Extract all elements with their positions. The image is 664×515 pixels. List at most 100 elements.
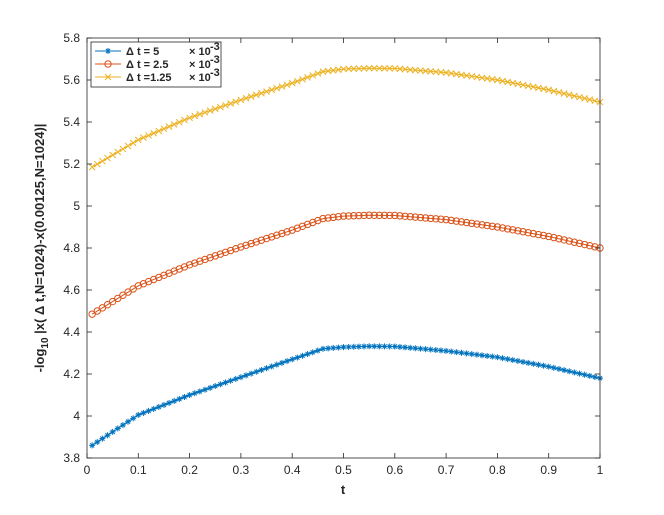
y-tick-label: 4.6 (63, 283, 80, 297)
series-marker (211, 252, 219, 260)
series-layer (88, 64, 604, 449)
series-marker (494, 76, 501, 84)
series-marker (181, 116, 188, 124)
series-marker (580, 240, 589, 249)
series-3 (88, 64, 604, 171)
series-marker (457, 218, 466, 226)
series-marker (416, 213, 425, 222)
series-marker (145, 132, 152, 139)
series-marker (442, 215, 450, 224)
series-marker (365, 64, 373, 72)
series-marker (498, 224, 507, 232)
series-marker (380, 211, 389, 220)
y-axis-label-prefix: -log (32, 349, 47, 373)
series-marker (119, 145, 127, 153)
series-marker (350, 65, 358, 73)
series-marker (135, 411, 142, 418)
x-tick-label: 0.6 (386, 463, 403, 477)
series-marker (278, 359, 285, 366)
series-marker (591, 243, 599, 251)
series-marker (375, 211, 384, 220)
series-marker (565, 237, 573, 245)
x-tick-label: 0 (84, 463, 91, 477)
series-marker (314, 216, 322, 225)
series-marker (247, 239, 255, 248)
series-marker (201, 109, 209, 116)
series-marker (139, 280, 148, 288)
series-marker (560, 236, 568, 244)
series-marker (196, 388, 203, 395)
series-marker (560, 90, 568, 97)
series-marker (539, 231, 548, 240)
series-marker (175, 118, 183, 126)
series-marker (509, 79, 517, 87)
x-tick-label: 0.1 (130, 463, 147, 477)
series-marker (293, 77, 301, 85)
series-marker (591, 97, 599, 105)
series-marker (509, 357, 516, 364)
series-marker (381, 65, 388, 72)
series-marker (479, 352, 486, 359)
series-marker (494, 354, 501, 361)
series-marker (550, 87, 558, 95)
legend: Δ t = 5 × 10 -3Δ t = 2.5 × 10 -3Δ t =1.25 × 1… (90, 41, 222, 88)
legend-label: Δ t = 2.5 (126, 59, 168, 71)
series-marker (237, 374, 244, 381)
series-marker (576, 370, 583, 377)
series-marker (304, 74, 311, 81)
series-marker (509, 226, 517, 234)
series-marker (243, 372, 250, 379)
series-marker (237, 96, 245, 104)
series-marker (134, 282, 143, 290)
series-marker (453, 349, 460, 356)
legend-exponent: -3 (210, 54, 220, 66)
series-marker (109, 151, 117, 159)
series-marker (140, 134, 147, 141)
series-marker (252, 91, 260, 99)
series-marker (273, 84, 281, 92)
series-marker (421, 214, 430, 222)
y-tick-label: 4.8 (63, 241, 80, 255)
legend-label: Δ t = 5 (126, 46, 159, 58)
series-marker (561, 367, 568, 374)
series-marker (514, 80, 522, 88)
series-marker (524, 82, 532, 90)
series-marker (248, 370, 255, 377)
series-marker (473, 351, 480, 358)
series-marker (575, 239, 584, 248)
x-axis-label: t (341, 482, 346, 497)
series-marker (119, 422, 126, 429)
series-marker (196, 110, 204, 118)
series-marker (581, 371, 588, 378)
series-marker (519, 81, 527, 89)
series-marker (191, 259, 199, 267)
series-marker (499, 355, 506, 362)
series-marker (417, 67, 424, 74)
series-marker (309, 349, 316, 356)
series-marker (124, 142, 132, 150)
series-marker (283, 228, 291, 236)
series-marker (366, 343, 373, 350)
series-marker (155, 127, 163, 135)
series-marker (361, 343, 368, 350)
series-marker (325, 345, 332, 352)
series-marker (232, 245, 240, 253)
series-marker (468, 351, 475, 358)
series-marker (432, 215, 440, 223)
series-marker (263, 365, 270, 372)
series-marker (273, 231, 281, 239)
series-marker (514, 357, 521, 364)
series-marker (227, 377, 234, 384)
series-marker (283, 81, 291, 89)
series-marker (242, 241, 250, 249)
y-tick-label: 5.2 (63, 157, 80, 171)
series-marker (350, 343, 357, 350)
series-marker (175, 265, 184, 273)
series-marker (422, 346, 429, 353)
series-marker (570, 92, 578, 100)
series-marker (427, 214, 435, 223)
series-marker (489, 353, 496, 360)
series-marker (483, 221, 491, 230)
series-marker (571, 369, 578, 376)
series-marker (293, 224, 302, 232)
